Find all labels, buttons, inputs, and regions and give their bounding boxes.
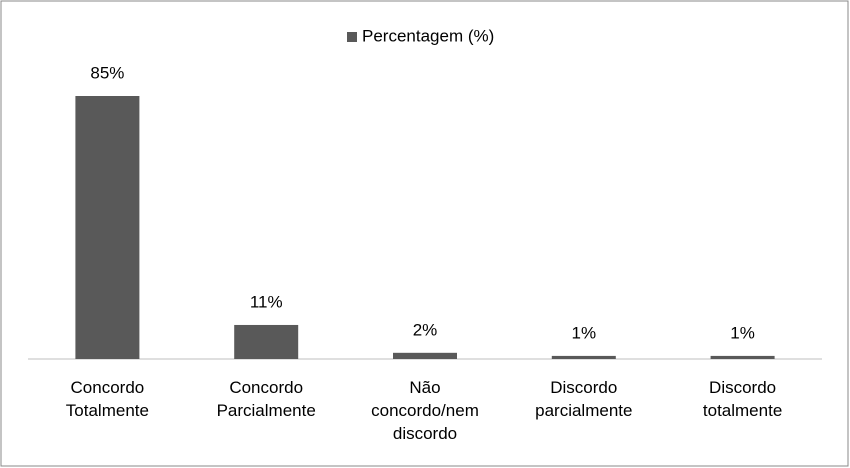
value-label: 85%: [90, 63, 124, 82]
x-tick-label: Discordo parcialmente: [535, 378, 633, 420]
bar: [710, 355, 775, 359]
legend-label: Percentagem (%): [362, 26, 494, 45]
value-label: 11%: [250, 292, 283, 311]
value-label: 2%: [413, 320, 438, 339]
bar: [234, 324, 299, 359]
legend-swatch: [347, 32, 357, 42]
value-label: 1%: [572, 323, 597, 342]
x-tick-label: Não concordo/nem discordo: [371, 378, 479, 443]
value-label: 1%: [730, 323, 755, 342]
x-tick-label: Concordo Totalmente: [65, 378, 149, 420]
bar: [75, 96, 140, 359]
bar: [393, 352, 457, 359]
bar: [551, 355, 616, 359]
x-tick-label: Discordo totalmente: [702, 378, 783, 420]
x-tick-label: Concordo Parcialmente: [216, 378, 316, 420]
